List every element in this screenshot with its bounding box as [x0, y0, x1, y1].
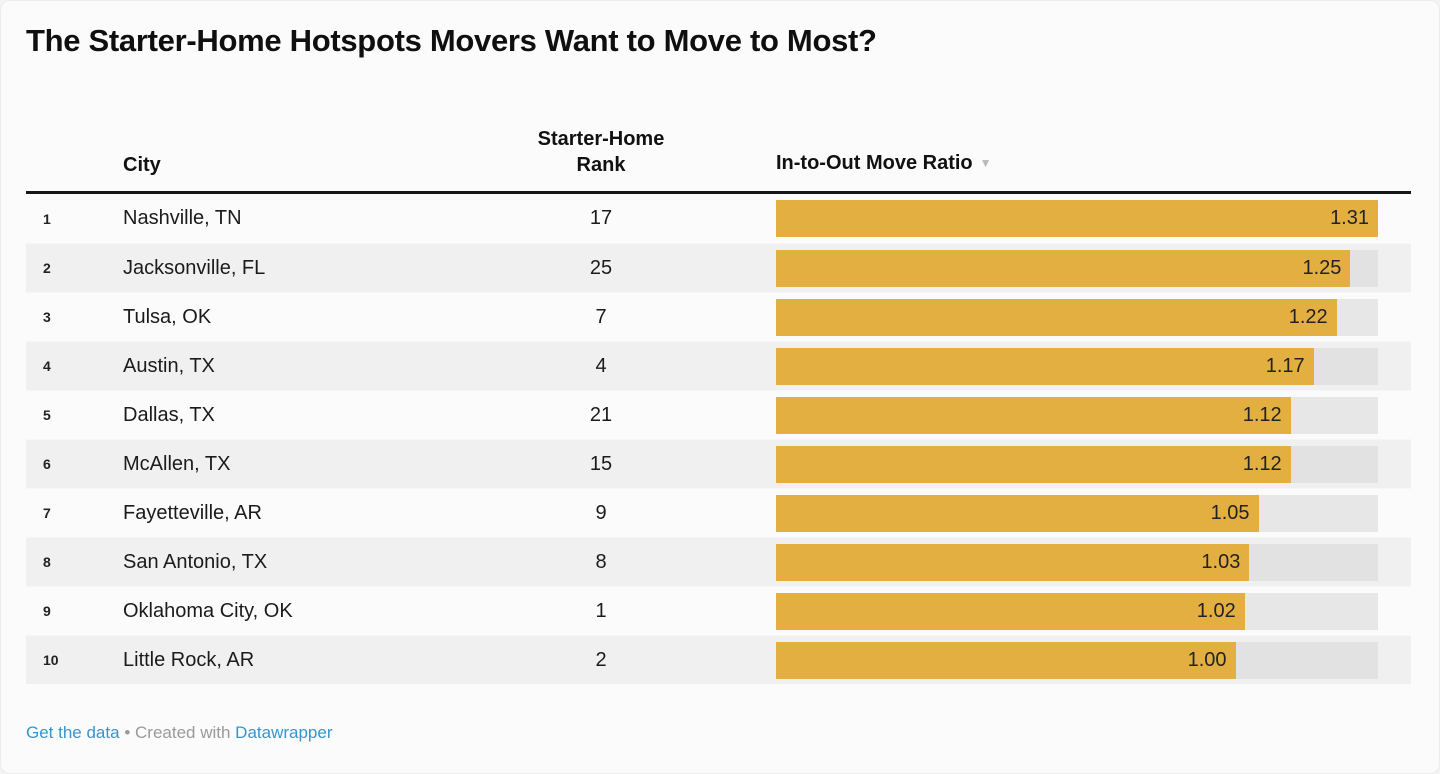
- table-row: 10 Little Rock, AR 2 1.00: [26, 635, 1411, 684]
- ratio-value-label: 1.00: [1187, 648, 1227, 671]
- ratio-bar-cell: 1.31: [776, 200, 1411, 237]
- ratio-bar: 1.00: [776, 641, 1236, 679]
- ratio-bar-track: 1.00: [776, 641, 1378, 679]
- ratio-bar: 1.25: [776, 249, 1351, 287]
- table-row: 3 Tulsa, OK 7 1.22: [26, 292, 1411, 341]
- ratio-bar-cell: 1.25: [776, 249, 1411, 287]
- ratio-value-label: 1.03: [1201, 550, 1241, 573]
- row-starter-home-rank: 17: [589, 207, 613, 229]
- table-row: 1 Nashville, TN 17 1.31: [26, 194, 1411, 243]
- ratio-bar-track: 1.25: [776, 249, 1378, 287]
- ratio-bar: 1.31: [776, 200, 1378, 237]
- ratio-bar-cell: 1.02: [776, 592, 1411, 630]
- row-rank: 1: [43, 210, 51, 227]
- ratio-bar: 1.05: [776, 494, 1259, 532]
- row-city: Little Rock, AR: [123, 648, 255, 671]
- row-city: Dallas, TX: [123, 403, 215, 426]
- ratio-value-label: 1.05: [1210, 501, 1250, 524]
- row-rank: 3: [43, 309, 51, 325]
- row-starter-home-rank: 9: [595, 501, 607, 524]
- ratio-value-label: 1.12: [1242, 452, 1282, 475]
- get-the-data-link[interactable]: Get the data: [26, 723, 120, 742]
- ratio-bar: 1.17: [776, 347, 1314, 385]
- row-rank: 5: [43, 407, 51, 423]
- row-city: McAllen, TX: [123, 452, 231, 475]
- row-starter-home-rank: 2: [595, 648, 607, 671]
- row-city: San Antonio, TX: [123, 550, 268, 573]
- ratio-bar-cell: 1.17: [776, 347, 1411, 385]
- starter-home-rank-label-line1: Starter-Home: [537, 128, 665, 150]
- ratio-bar: 1.02: [776, 592, 1245, 630]
- row-starter-home-rank: 21: [589, 403, 613, 426]
- table-row: 6 McAllen, TX 15 1.12: [26, 439, 1411, 488]
- table-row: 8 San Antonio, TX 8 1.03: [26, 537, 1411, 586]
- row-starter-home-rank: 1: [595, 599, 607, 622]
- row-city: Jacksonville, FL: [123, 256, 266, 279]
- row-rank: 10: [43, 652, 59, 668]
- row-city: Fayetteville, AR: [123, 501, 262, 524]
- ratio-bar-track: 1.17: [776, 347, 1378, 385]
- chart-title: The Starter-Home Hotspots Movers Want to…: [26, 23, 877, 58]
- ratio-value-label: 1.12: [1242, 403, 1282, 426]
- row-city: Austin, TX: [123, 354, 215, 377]
- ratio-bar-track: 1.31: [776, 200, 1378, 237]
- ratio-bar-cell: 1.05: [776, 494, 1411, 532]
- ratio-value-label: 1.31: [1330, 207, 1369, 229]
- row-starter-home-rank: 25: [589, 256, 613, 279]
- row-rank: 7: [43, 505, 51, 521]
- footer: Get the data • Created with Datawrapper: [1, 723, 1439, 743]
- row-rank: 9: [43, 603, 51, 619]
- table-row: 2 Jacksonville, FL 25 1.25: [26, 243, 1411, 292]
- ratio-bar: 1.03: [776, 543, 1250, 581]
- row-starter-home-rank: 15: [589, 452, 613, 475]
- city-column-header[interactable]: City: [123, 154, 161, 176]
- table-row: 9 Oklahoma City, OK 1 1.02: [26, 586, 1411, 635]
- starter-home-rank-column-header[interactable]: Starter-Home Rank: [481, 126, 721, 178]
- ratio-bar: 1.12: [776, 445, 1291, 483]
- table-body: 1 Nashville, TN 17 1.31 2 Jacksonville, …: [26, 194, 1411, 684]
- ratio-bar-cell: 1.12: [776, 396, 1411, 434]
- starter-home-rank-label-line2: Rank: [576, 154, 626, 176]
- ratio-bar: 1.12: [776, 396, 1291, 434]
- table-row: 7 Fayetteville, AR 9 1.05: [26, 488, 1411, 537]
- ratio-bar-track: 1.03: [776, 543, 1378, 581]
- row-starter-home-rank: 4: [595, 354, 607, 377]
- ratio-bar-track: 1.22: [776, 298, 1378, 336]
- ratio-bar-cell: 1.00: [776, 641, 1411, 679]
- ratio-value-label: 1.17: [1265, 354, 1305, 377]
- row-rank: 6: [43, 456, 51, 472]
- datawrapper-link[interactable]: Datawrapper: [235, 723, 333, 742]
- ratio-value-label: 1.25: [1302, 256, 1342, 279]
- sort-descending-icon: ▼: [979, 156, 992, 170]
- row-starter-home-rank: 8: [595, 550, 607, 573]
- ratio-value-label: 1.22: [1288, 305, 1328, 328]
- ratio-bar-track: 1.12: [776, 396, 1378, 434]
- row-city: Tulsa, OK: [123, 305, 212, 328]
- footer-created-with: Created with: [135, 723, 231, 742]
- ratio-bar-cell: 1.22: [776, 298, 1411, 336]
- ratio-bar-track: 1.05: [776, 494, 1378, 532]
- table-row: 5 Dallas, TX 21 1.12: [26, 390, 1411, 439]
- row-rank: 4: [43, 358, 51, 374]
- row-city: Nashville, TN: [123, 207, 242, 229]
- row-rank: 2: [43, 260, 51, 276]
- ratio-bar-cell: 1.03: [776, 543, 1411, 581]
- table-header: City Starter-Home Rank In-to-Out Move Ra…: [26, 61, 1411, 194]
- footer-bullet: •: [124, 723, 131, 742]
- ratio-column-label: In-to-Out Move Ratio: [776, 152, 973, 174]
- row-city: Oklahoma City, OK: [123, 599, 293, 622]
- ratio-bar-track: 1.02: [776, 592, 1378, 630]
- row-rank: 8: [43, 554, 51, 570]
- ratio-value-label: 1.02: [1196, 599, 1236, 622]
- ratio-bar-cell: 1.12: [776, 445, 1411, 483]
- row-starter-home-rank: 7: [595, 305, 607, 328]
- ratio-column-header[interactable]: In-to-Out Move Ratio ▼: [776, 150, 1411, 178]
- table-row: 4 Austin, TX 4 1.17: [26, 341, 1411, 390]
- ratio-bar-track: 1.12: [776, 445, 1378, 483]
- ratio-bar: 1.22: [776, 298, 1337, 336]
